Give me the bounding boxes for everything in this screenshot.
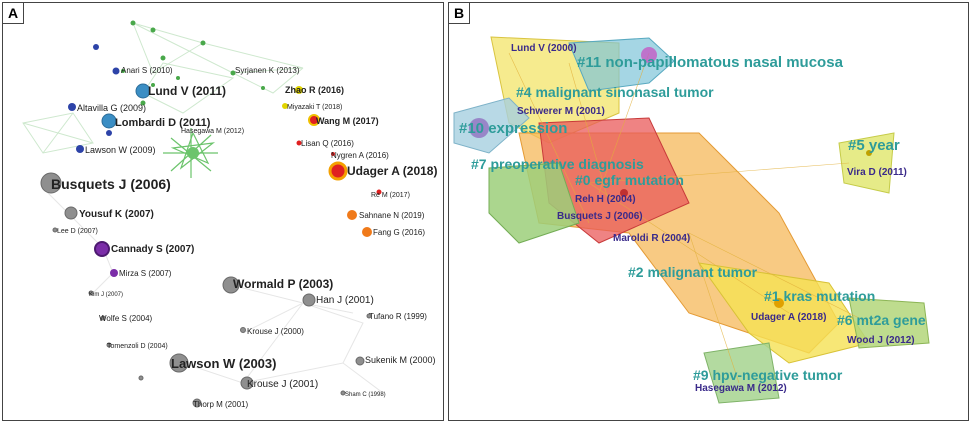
cluster-hull-green-right	[848, 297, 930, 349]
cluster-hull-green-bottom	[703, 342, 780, 404]
node-label: Udager A (2018)	[347, 164, 437, 178]
node-label: Yousuf K (2007)	[79, 209, 154, 220]
node-label: Lawson W (2009)	[85, 145, 156, 155]
author-label: Busquets J (2006)	[557, 211, 643, 222]
author-label: Udager A (2018)	[751, 312, 826, 323]
node-label: Krouse J (2000)	[247, 327, 304, 336]
author-label: Schwerer M (2001)	[517, 106, 605, 117]
cluster-label: #10 expression	[459, 120, 567, 137]
panel-a-network: Anari S (2010) Syrjanen K (2013) Lund V …	[22, 20, 437, 409]
node-label: Wang M (2017)	[316, 116, 379, 126]
node-label: Han J (2001)	[316, 295, 374, 306]
node-label: Sham C (1998)	[345, 392, 386, 398]
node-label: Lawson W (2003)	[171, 356, 276, 371]
node-label: Re M (2017)	[371, 192, 410, 199]
cluster-label: #7 preoperative diagnosis	[471, 156, 644, 172]
panel-b: B	[448, 2, 969, 421]
cluster-hull-green-left	[488, 162, 580, 244]
node-label: Zhao R (2016)	[285, 85, 344, 95]
author-label: Hasegawa M (2012)	[695, 383, 787, 394]
node-label: Lombardi D (2011)	[115, 117, 211, 129]
cluster-label: #2 malignant tumor	[628, 264, 758, 280]
node-label: Nygren A (2016)	[331, 151, 389, 160]
node-label: Sukenik M (2000)	[365, 355, 436, 365]
cluster-label: #9 hpv-negative tumor	[693, 367, 843, 383]
node-label: Thorp M (2001)	[193, 400, 248, 409]
green-star-cluster	[163, 128, 218, 178]
cluster-hull-yellow-right	[838, 132, 895, 194]
cluster-label: #11 non-papillomatous nasal mucosa	[577, 54, 844, 71]
author-label: Lund V (2000)	[511, 43, 577, 54]
node-label: Sahnane N (2019)	[359, 211, 425, 220]
author-label: Reh H (2004)	[575, 194, 636, 205]
author-label: Vira D (2011)	[847, 167, 907, 178]
node-label: Lisan Q (2016)	[301, 139, 354, 148]
node-label: Wormald P (2003)	[233, 277, 333, 291]
node-label: Krouse J (2001)	[247, 379, 318, 390]
node-label: Lee D (2007)	[57, 228, 98, 235]
node-label: Anari S (2010)	[121, 66, 173, 75]
node-label: Kim J (2007)	[89, 292, 123, 298]
node-label: Miyazaki T (2018)	[287, 104, 342, 111]
cluster-label: #6 mt2a gene	[837, 312, 926, 328]
node-label: Wolfe S (2004)	[99, 314, 153, 323]
node-label: Altavilla G (2009)	[77, 103, 146, 113]
cluster-hull-blue-left	[453, 97, 530, 154]
node-label: Syrjanen K (2013)	[235, 66, 300, 75]
cluster-hubs	[469, 47, 872, 308]
node-label: Hasegawa M (2012)	[181, 128, 244, 135]
node-label: Fang G (2016)	[373, 228, 425, 237]
cluster-label: #1 kras mutation	[764, 288, 875, 304]
panel-b-label: B	[449, 3, 470, 24]
node-label: Cannady S (2007)	[111, 244, 194, 255]
panel-b-cluster-map: #11 non-papillomatous nasal mucosa #4 ma…	[453, 36, 930, 404]
panel-a: A	[2, 2, 444, 421]
cluster-label: #0 egfr mutation	[575, 172, 684, 188]
cluster-label: #5 year	[848, 137, 900, 154]
node-label: Lund V (2011)	[148, 84, 226, 98]
cluster-label: #4 malignant sinonasal tumor	[516, 84, 714, 100]
panel-a-label: A	[3, 3, 24, 24]
node-label: Busquets J (2006)	[51, 176, 171, 192]
node-label: Tomenzoli D (2004)	[107, 343, 168, 350]
author-label: Maroldi R (2004)	[613, 233, 690, 244]
cluster-hull-yellow-bottom	[697, 262, 870, 364]
node-label: Tufano R (1999)	[369, 312, 427, 321]
author-label: Wood J (2012)	[847, 335, 915, 346]
node-label: Mirza S (2007)	[119, 269, 172, 278]
